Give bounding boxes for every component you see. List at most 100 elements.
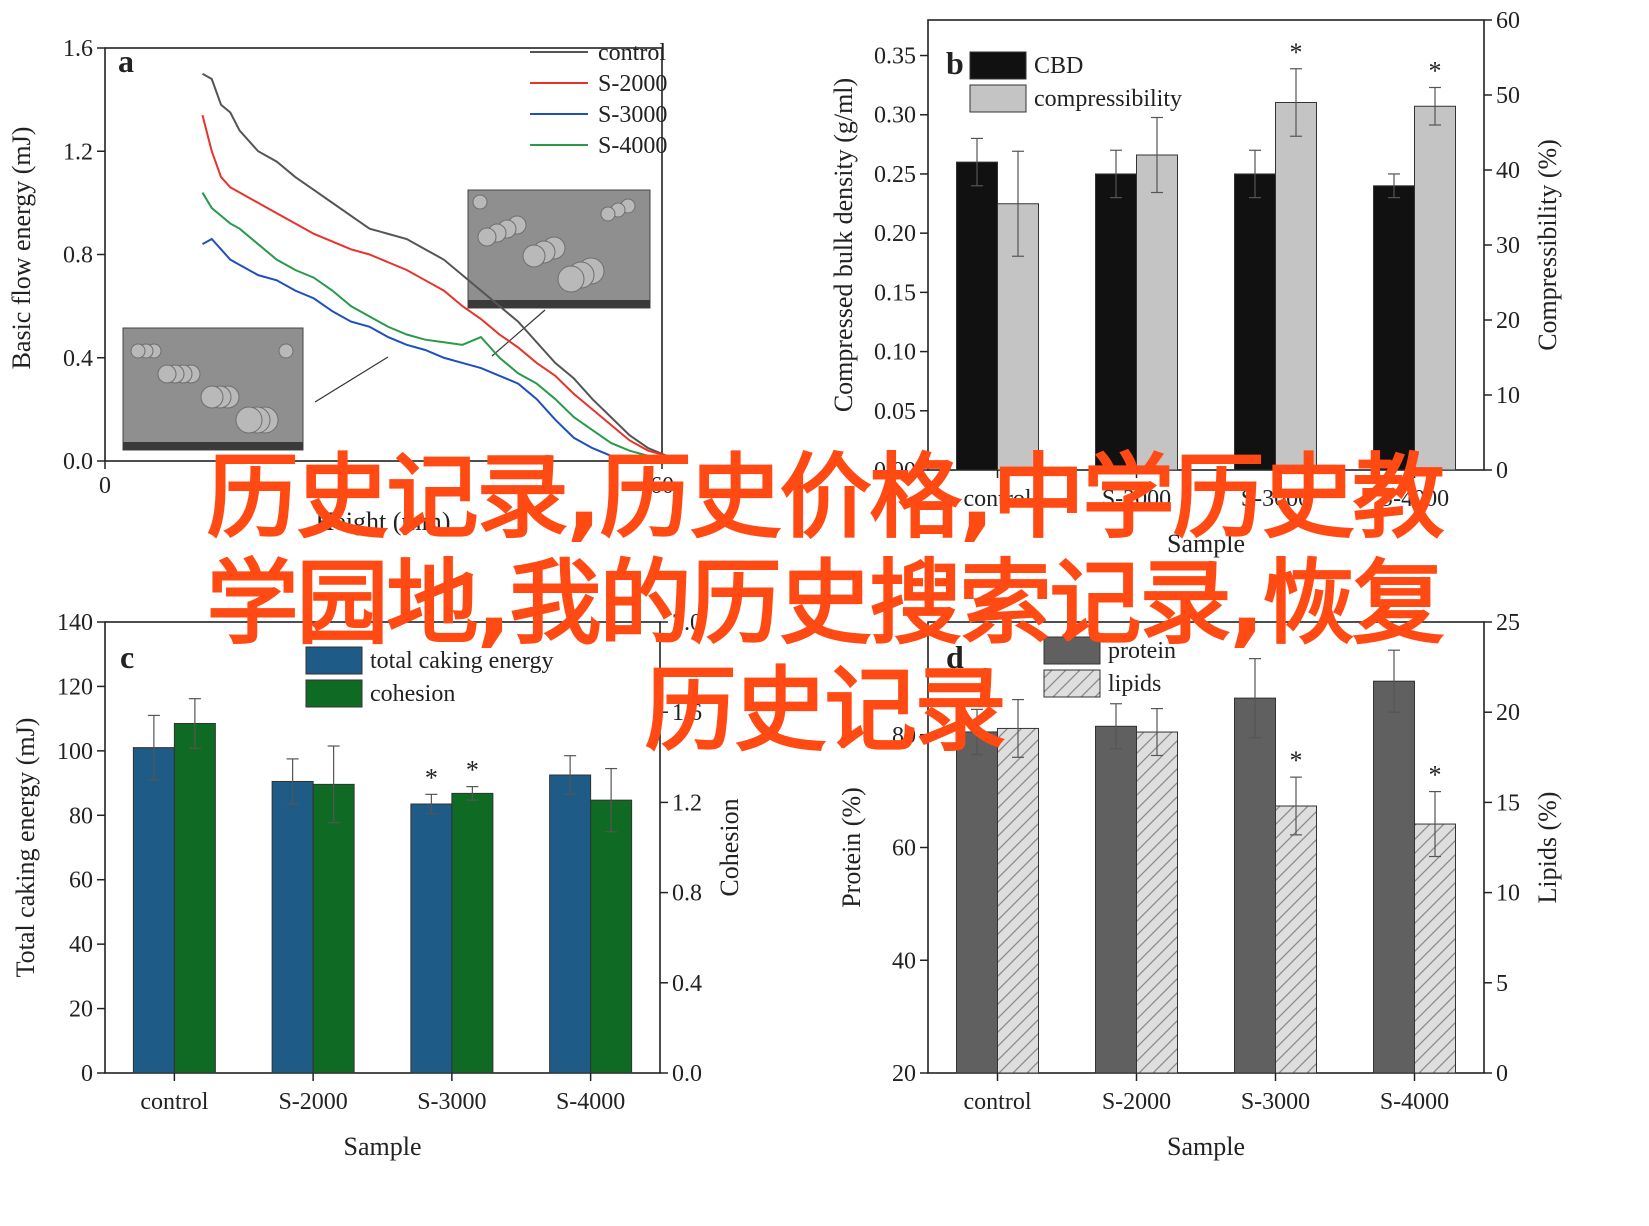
significance-marker: * — [425, 763, 438, 792]
bar-total-caking-energy — [410, 803, 453, 1074]
panel-b-ytick-label: 0.20 — [874, 221, 916, 247]
panel-d-bar-chart: 20 40 60 80 0 5 10 15 20 25 control S-2000 S-3000 * S-… — [837, 610, 1562, 1161]
bar-lipids — [1414, 823, 1456, 1074]
panel-a-xlabel: Height (mm) — [315, 507, 450, 536]
panel-b-ytick-label: 0.35 — [874, 44, 916, 70]
legend-label-total-caking-energy: total caking energy — [370, 648, 554, 674]
panel-c-y2tick-label: 1.2 — [672, 790, 702, 816]
bar-lipids — [1136, 731, 1178, 1074]
panel-b-y2tick-label: 60 — [1496, 8, 1520, 34]
panel-c-bar-chart: 0 20 40 60 80 100 120 140 0.0 0.4 0.8 1.2 1.6 2.0 cont… — [11, 610, 744, 1161]
bar-CBD — [956, 161, 998, 471]
panel-c-xtick-label: S-4000 — [556, 1089, 625, 1115]
panel-d-ytick-label: 60 — [892, 836, 916, 862]
panel-a-ytick-label: 0.8 — [63, 243, 93, 269]
panel-c-y2tick-label: 0.0 — [672, 1061, 702, 1087]
panel-b-ylabel: Compressed bulk density (g/ml) — [829, 78, 858, 412]
panel-c-xtick-label: S-3000 — [417, 1089, 486, 1115]
panel-c-ytick-label: 80 — [69, 803, 93, 829]
panel-b-xtick-label: S-2000 — [1102, 486, 1171, 512]
legend-label-protein: protein — [1108, 638, 1176, 664]
panel-c-ytick-label: 120 — [57, 674, 93, 700]
bar-total-caking-energy — [271, 780, 314, 1074]
panel-c-ytick-label: 0 — [81, 1061, 93, 1087]
panel-d-xtick-label: S-3000 — [1241, 1089, 1310, 1115]
panel-c-y2tick-label: 2.0 — [672, 610, 702, 636]
significance-marker: * — [1290, 38, 1303, 67]
panel-a-ytick-label: 0.4 — [63, 346, 93, 372]
sem-particle-blob — [557, 265, 585, 293]
panel-b-ytick-label: 0.25 — [874, 162, 916, 188]
series-line-S-4000 — [201, 192, 649, 457]
panel-d-xtick-label: control — [964, 1089, 1032, 1115]
panel-c-xtick-label: S-2000 — [278, 1089, 347, 1115]
bar-cohesion — [173, 722, 216, 1074]
panel-d-ytick-label: 80 — [892, 723, 916, 749]
inset-pointer-arrow — [314, 356, 389, 403]
inset-pointer-arrow — [491, 309, 546, 357]
panel-b-y2tick-label: 40 — [1496, 158, 1520, 184]
series-line-S-3000 — [201, 237, 612, 457]
watermark-line-3: 历史记录 — [644, 657, 1006, 764]
panel-c-letter: c — [120, 639, 134, 675]
panel-a-xtick-label: 0 — [99, 473, 111, 499]
bar-lipids — [997, 727, 1039, 1074]
panel-c-xtick-label: control — [140, 1089, 208, 1115]
panel-c-ytick-label: 60 — [69, 868, 93, 894]
series-line-S-2000 — [201, 114, 667, 457]
panel-b-ytick-label: 0.05 — [874, 399, 916, 425]
panel-b-ytick-label: 0.30 — [874, 103, 916, 129]
bar-protein — [1373, 680, 1415, 1074]
sem-particle-blob — [522, 244, 546, 268]
significance-marker: * — [466, 756, 479, 785]
significance-marker: * — [1429, 57, 1442, 86]
watermark-line-2: 学园地,我的历史搜索记录,恢复 — [206, 550, 1445, 657]
panel-c-y2tick-label: 1.6 — [672, 700, 702, 726]
panel-a-ytick-label: 0.0 — [63, 449, 93, 475]
bar-protein — [1095, 725, 1137, 1074]
series-line-control — [201, 72, 668, 457]
panel-d-y2tick-label: 0 — [1496, 1061, 1508, 1087]
sem-particle-blob — [477, 227, 497, 247]
bar-lipids — [1275, 805, 1317, 1074]
bar-cohesion — [590, 799, 633, 1074]
panel-d-ytick-label: 40 — [892, 948, 916, 974]
legend-label-cohesion: cohesion — [370, 681, 455, 707]
panel-b-y2label: Compressibility (%) — [1533, 139, 1562, 351]
panel-a-xtick-label: 60 — [650, 473, 674, 499]
legend-swatch-CBD — [969, 51, 1027, 80]
panel-d-xlabel: Sample — [1167, 1132, 1245, 1161]
panel-b-y2tick-label: 50 — [1496, 83, 1520, 109]
panel-c-y2label: Cohesion — [715, 798, 744, 896]
panel-c-ytick-label: 100 — [57, 739, 93, 765]
panel-a-letter: a — [118, 43, 134, 79]
panel-c-y2tick-label: 0.4 — [672, 971, 702, 997]
panel-b-y2tick-label: 20 — [1496, 308, 1520, 334]
panel-b-xlabel: Sample — [1167, 529, 1245, 558]
panel-a-ytick-label: 1.6 — [63, 36, 93, 62]
legend-label-compressibility: compressibility — [1034, 86, 1182, 112]
panel-b-xtick-label: S-4000 — [1380, 486, 1449, 512]
panel-c-y2tick-label: 0.8 — [672, 881, 702, 907]
sem-info-strip — [123, 442, 303, 450]
panel-c-xlabel: Sample — [344, 1132, 422, 1161]
panel-b-ytick-label: 0.15 — [874, 280, 916, 306]
panel-b-y2tick-label: 0 — [1496, 458, 1508, 484]
significance-marker: * — [1429, 761, 1442, 790]
sem-info-strip — [468, 300, 650, 308]
bar-CBD — [1373, 185, 1415, 471]
sem-particle-blob — [130, 343, 146, 359]
legend-label-CBD: CBD — [1034, 53, 1083, 79]
panel-d-y2label: Lipids (%) — [1533, 792, 1562, 904]
bar-CBD — [1234, 173, 1276, 471]
bar-total-caking-energy — [549, 774, 592, 1074]
sem-particle-blob — [157, 364, 177, 384]
panel-d-y2tick-label: 25 — [1496, 610, 1520, 636]
panel-b-letter: b — [946, 45, 964, 81]
legend-label-S-4000: S-4000 — [598, 133, 667, 159]
panel-c-ytick-label: 140 — [57, 610, 93, 636]
legend-swatch-cohesion — [305, 679, 363, 708]
legend-swatch-lipids — [1043, 669, 1101, 698]
legend-label-control: control — [598, 40, 666, 66]
